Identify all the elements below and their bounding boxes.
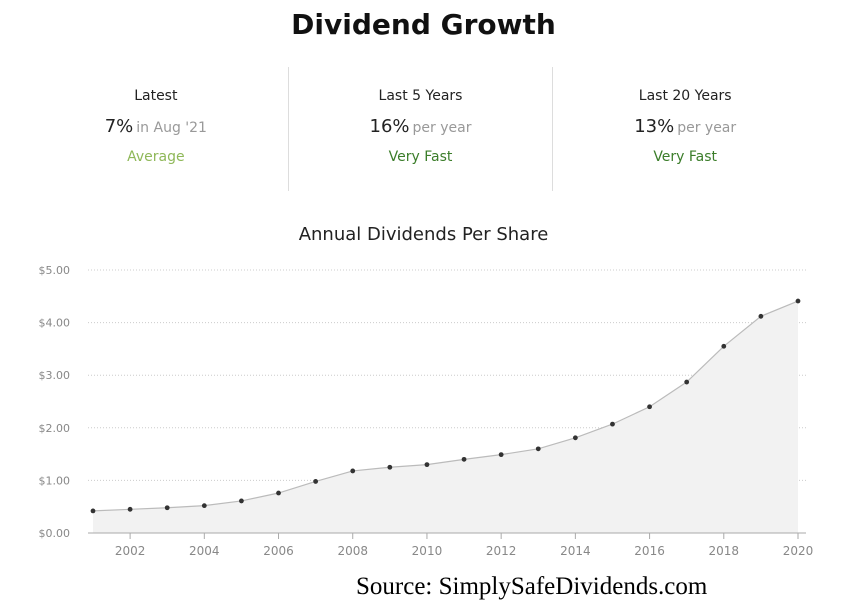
x-tick-label: 2020 bbox=[783, 544, 814, 558]
stat-value: 13% bbox=[634, 116, 675, 137]
y-tick-label: $3.00 bbox=[39, 369, 71, 382]
stat-label: Last 5 Years bbox=[378, 88, 463, 104]
x-tick-label: 2002 bbox=[115, 544, 146, 558]
stat-value-row: 7% in Aug '21 bbox=[24, 116, 288, 137]
data-point bbox=[387, 464, 393, 470]
series-line bbox=[92, 300, 799, 512]
area-fill bbox=[93, 301, 798, 533]
x-tick-label: 2008 bbox=[337, 544, 368, 558]
y-tick-label: $2.00 bbox=[39, 422, 71, 435]
stat-rating: Very Fast bbox=[653, 149, 718, 165]
data-point bbox=[350, 468, 356, 474]
data-point bbox=[758, 313, 764, 319]
data-point bbox=[201, 503, 207, 509]
x-tick-label: 2018 bbox=[709, 544, 740, 558]
stat-rating: Very Fast bbox=[388, 149, 453, 165]
data-point bbox=[461, 456, 467, 462]
stat-last-20-years: Last 20 Years 13% per year Very Fast bbox=[552, 67, 817, 191]
y-tick-label: $4.00 bbox=[39, 317, 71, 330]
stat-last-5-years: Last 5 Years 16% per year Very Fast bbox=[287, 67, 553, 191]
stat-value: 16% bbox=[369, 116, 410, 137]
data-point bbox=[276, 490, 281, 496]
y-tick-label: $0.00 bbox=[39, 527, 71, 540]
data-point bbox=[535, 446, 541, 452]
data-point bbox=[239, 498, 244, 504]
x-tick-label: 2014 bbox=[560, 544, 591, 558]
data-point bbox=[795, 298, 801, 304]
stat-sub: per year bbox=[677, 120, 737, 136]
stat-value-row: 16% per year bbox=[289, 116, 553, 137]
stat-value-row: 13% per year bbox=[553, 116, 817, 137]
data-point bbox=[164, 505, 170, 511]
data-point bbox=[684, 379, 690, 385]
x-tick-label: 2004 bbox=[189, 544, 220, 558]
chart-title: Annual Dividends Per Share bbox=[298, 224, 549, 245]
stat-rating: Average bbox=[127, 149, 185, 165]
x-tick-label: 2012 bbox=[486, 544, 517, 558]
page-title: Dividend Growth bbox=[291, 8, 556, 41]
data-point bbox=[90, 508, 96, 514]
x-tick-label: 2016 bbox=[634, 544, 665, 558]
stat-latest: Latest 7% in Aug '21 Average bbox=[24, 67, 288, 191]
stat-label: Last 20 Years bbox=[638, 88, 732, 104]
stats-panel: Latest 7% in Aug '21 Average Last 5 Years… bbox=[24, 67, 817, 191]
data-point bbox=[721, 343, 727, 349]
x-tick-label: 2010 bbox=[412, 544, 443, 558]
stat-sub: in Aug '21 bbox=[136, 120, 207, 136]
source-caption: Source: SimplySafeDividends.com bbox=[356, 573, 708, 600]
stat-value: 7% bbox=[104, 116, 134, 137]
stat-sub: per year bbox=[412, 120, 472, 136]
data-point bbox=[610, 421, 615, 427]
data-point bbox=[498, 452, 504, 458]
stat-label: Latest bbox=[134, 88, 178, 104]
data-point bbox=[647, 404, 652, 410]
data-point bbox=[424, 462, 430, 468]
data-point bbox=[313, 479, 319, 484]
data-point bbox=[572, 435, 578, 441]
data-point bbox=[127, 506, 133, 512]
y-tick-label: $5.00 bbox=[39, 264, 71, 277]
x-tick-label: 2006 bbox=[263, 544, 294, 558]
y-tick-label: $1.00 bbox=[39, 474, 71, 487]
